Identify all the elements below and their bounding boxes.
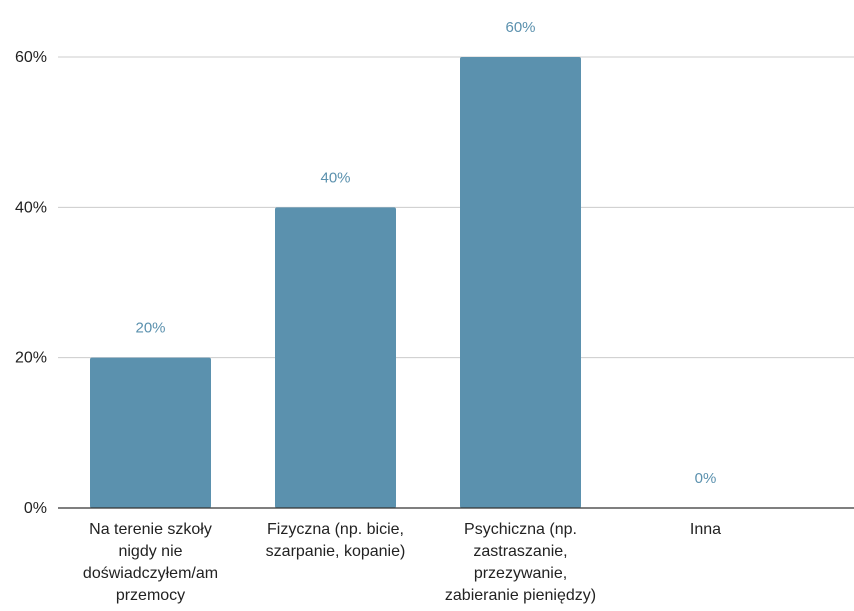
x-tick-label-line: zabieranie pieniędzy) [445,587,596,604]
axes: 0% 20% 40% 60% Na terenie szkoły nigdy nie doś… [15,49,854,604]
x-tick-label-line: przemocy [116,587,185,604]
bars [90,57,581,509]
x-tick-label: Fizyczna (np. bicie, szarpanie, kopanie) [266,521,406,560]
gridlines [58,56,854,359]
y-tick-label: 20% [15,350,47,367]
x-tick-label-line: nigdy nie [118,543,182,560]
y-tick-label: 40% [15,199,47,216]
x-tick-label-line: doświadczyłem/am [83,565,218,582]
x-tick-label-line: Psychiczna (np. [464,521,577,538]
x-tick-label: Psychiczna (np. zastraszanie, przezywanie,… [445,521,596,604]
x-tick-label-line: Fizyczna (np. bicie, [267,521,404,538]
data-label: 40% [320,169,350,186]
x-tick-label-line: Na terenie szkoły [89,521,212,538]
x-tick-label-line: zastraszanie, [473,543,567,560]
bar [90,357,211,508]
data-labels: 20% 40% 60% 0% [135,19,716,487]
x-tick-label-line: przezywanie, [474,565,567,582]
data-label: 60% [505,19,535,36]
x-tick-label-line: Inna [690,521,721,538]
x-tick-label: Inna [690,521,721,538]
y-tick-label: 0% [24,500,47,517]
x-tick-label: Na terenie szkoły nigdy nie doświadczyłem/… [83,521,218,604]
bar [275,207,396,509]
data-label: 20% [135,320,165,337]
y-tick-label: 60% [15,49,47,66]
bar [460,57,581,508]
x-tick-label-line: szarpanie, kopanie) [266,543,406,560]
data-label: 0% [695,470,717,487]
